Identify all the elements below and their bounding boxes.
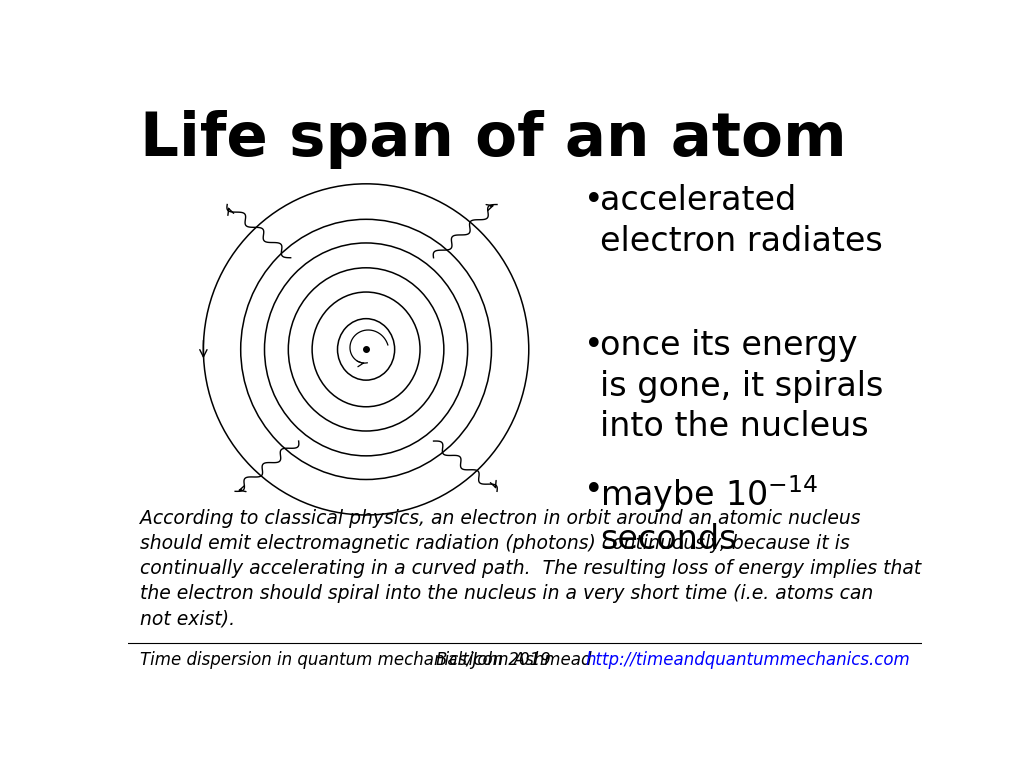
Text: accelerated
electron radiates: accelerated electron radiates	[600, 184, 883, 257]
Text: http://timeandquantummechanics.com: http://timeandquantummechanics.com	[585, 651, 909, 669]
Text: •: •	[585, 184, 604, 217]
Text: Balticon 2019: Balticon 2019	[435, 651, 551, 669]
Text: Time dispersion in quantum mechanics/John Ashmead: Time dispersion in quantum mechanics/Joh…	[140, 651, 592, 669]
Text: According to classical physics, an electron in orbit around an atomic nucleus
sh: According to classical physics, an elect…	[140, 509, 922, 628]
Text: •: •	[585, 474, 604, 507]
Text: maybe 10$^{-14}$
seconds: maybe 10$^{-14}$ seconds	[600, 474, 818, 556]
Text: once its energy
is gone, it spirals
into the nucleus: once its energy is gone, it spirals into…	[600, 329, 884, 443]
Text: Life span of an atom: Life span of an atom	[140, 110, 847, 169]
Text: •: •	[585, 329, 604, 362]
